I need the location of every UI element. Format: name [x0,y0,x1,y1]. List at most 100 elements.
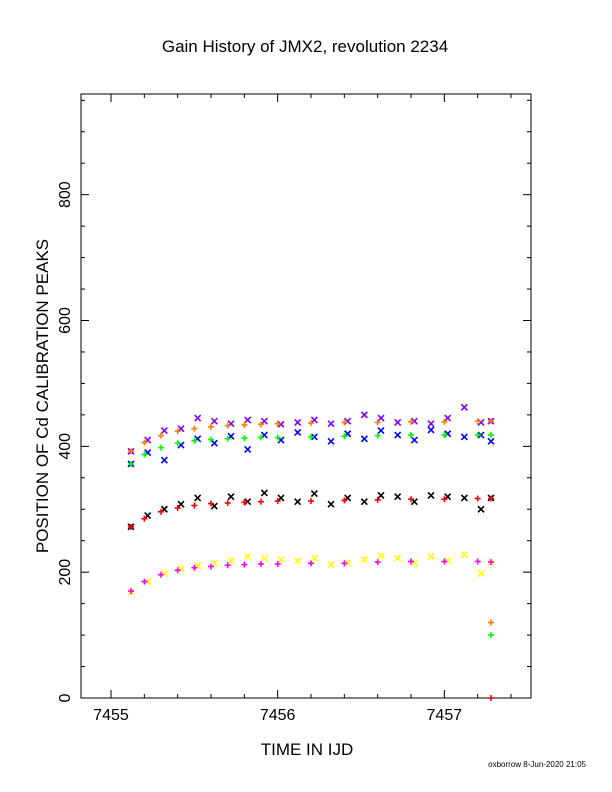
data-point [360,411,368,419]
data-point [377,552,385,560]
data-point [244,416,252,424]
y-axis-label: POSITION OF Cd CALIBRATION PEAKS [33,239,52,553]
data-point [177,500,185,508]
data-point [294,498,302,506]
data-point [224,562,231,569]
data-point [410,559,418,567]
data-point [258,421,264,428]
data-point [160,456,168,464]
data-point [377,414,385,422]
data-point [487,437,495,445]
data-point [327,437,335,445]
data-point [360,498,368,506]
data-point [477,505,485,513]
data-point [208,500,214,507]
data-point [441,432,448,439]
y-tick-label: 200 [57,559,74,586]
data-point [208,436,214,443]
data-point [374,496,381,503]
data-point [410,417,418,425]
data-point [410,436,418,444]
data-point [441,558,448,565]
data-point [488,632,494,639]
data-point [141,578,148,585]
data-point [241,421,248,428]
data-point [474,495,481,502]
data-point [241,499,248,506]
data-point [191,425,198,432]
data-point [488,695,494,701]
data-point [327,561,335,569]
data-point [144,578,152,586]
data-point [128,523,134,530]
data-point [141,439,148,446]
plot-frame [80,93,532,699]
data-point [158,571,164,578]
data-point [308,420,314,427]
data-point [341,560,348,567]
y-tick-label: 800 [57,181,74,208]
data-point [158,432,164,439]
data-point [208,563,214,570]
data-point [294,418,302,426]
data-point [174,440,181,447]
data-point [260,489,268,497]
data-point [244,498,252,506]
data-point [441,496,448,503]
data-point [258,434,264,441]
data-point [444,557,452,565]
data-point [241,435,248,442]
data-point [444,414,452,422]
data-point [224,422,231,429]
data-point [394,493,402,501]
data-point [174,567,181,574]
tick-labels: 0 200 400 600 800 7455 7456 7457 [57,181,462,724]
data-point [474,418,481,425]
data-point [474,558,481,565]
data-point [377,491,385,499]
x-tick-label: 7456 [260,707,296,724]
data-point [427,426,435,434]
x-tick-label: 7457 [427,707,463,724]
data-point [160,427,168,435]
data-point [274,498,281,505]
data-point [128,588,134,595]
data-point [277,556,285,564]
data-point [477,431,485,439]
data-point [174,504,181,511]
data-point [158,508,164,515]
data-point [394,418,402,426]
data-point [258,498,264,505]
data-point [210,559,218,567]
data-point [374,432,381,439]
data-point [474,432,481,439]
data-point [327,500,335,508]
data-point [341,433,348,440]
data-point [488,418,494,425]
data-point [394,554,402,562]
data-point [224,499,231,506]
data-point [310,554,318,562]
x-axis-label: TIME IN IJD [261,740,354,759]
data-point [427,420,435,428]
data-point [327,420,335,428]
chart-title: Gain History of JMX2, revolution 2234 [162,37,448,56]
data-point [174,428,181,435]
y-tick-label: 0 [57,693,74,702]
data-point [294,428,302,437]
data-point [477,418,485,426]
data-point [260,554,268,562]
data-point [141,451,148,458]
data-point [241,561,248,568]
data-point [194,414,202,422]
data-point [194,494,202,502]
data-point [308,433,314,440]
data-point [344,417,352,425]
data-point [488,432,494,439]
data-point [394,431,402,439]
data-point [277,420,285,428]
data-point [374,559,381,566]
data-point [427,552,435,561]
data-point [274,434,281,441]
data-point [341,419,348,426]
